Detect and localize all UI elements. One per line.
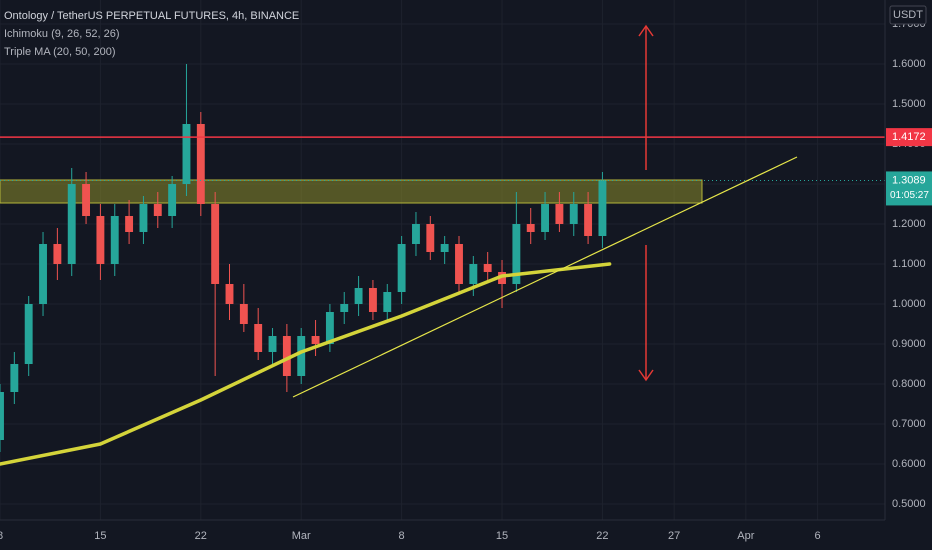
candle-body (469, 264, 478, 284)
trend-line (292, 156, 798, 398)
candle-body (254, 324, 263, 352)
candle-body (555, 204, 564, 224)
plot (0, 64, 885, 466)
candle-body (483, 264, 492, 272)
moving-average (0, 262, 612, 466)
candle-body (397, 244, 406, 292)
y-tick-label: 0.8000 (892, 378, 926, 390)
indicator-label: Triple MA (20, 50, 200) (4, 46, 115, 58)
y-tick-label: 0.7000 (892, 418, 926, 430)
candle-body (10, 364, 19, 392)
countdown-label: 01:05:27 (890, 190, 929, 201)
candle-body (368, 288, 377, 312)
y-tick-label: 0.6000 (892, 458, 926, 470)
price-axis (885, 0, 932, 550)
x-tick-label: 22 (195, 530, 207, 542)
price-line-label: 1.4172 (892, 131, 926, 143)
candle-body (512, 224, 521, 284)
x-tick-label: Mar (292, 530, 311, 542)
chart-title: Ontology / TetherUS PERPETUAL FUTURES, 4… (4, 10, 299, 22)
candle-body (569, 204, 578, 224)
time-axis (0, 520, 932, 550)
candle-body (168, 184, 177, 216)
candle-body (53, 244, 62, 264)
candle-body (39, 244, 47, 304)
candle-body (182, 124, 191, 184)
y-tick-label: 1.1000 (892, 258, 926, 270)
candle-body (153, 204, 162, 216)
candle-body (426, 224, 435, 252)
indicator-label: Ichimoku (9, 26, 52, 26) (4, 28, 120, 40)
candle-body (0, 392, 4, 440)
last-price-label: 1.3089 (892, 174, 926, 186)
x-tick-label: 8 (399, 530, 405, 542)
x-tick-label: 22 (596, 530, 608, 542)
candle-body (598, 180, 607, 236)
price-line-badge (886, 128, 932, 147)
candle-body (96, 216, 105, 264)
candle-body (311, 336, 320, 344)
y-tick-label: 1.0000 (892, 298, 926, 310)
candle-body (82, 184, 91, 216)
x-tick-label: 15 (94, 530, 106, 542)
candle-body (325, 312, 334, 344)
candle-body (354, 288, 363, 304)
x-tick-label: 27 (668, 530, 680, 542)
currency-badge[interactable] (889, 5, 927, 25)
resistance-zone (0, 179, 703, 204)
y-tick-label: 0.9000 (892, 338, 926, 350)
candle-body (526, 224, 535, 232)
candle-body (110, 216, 119, 264)
target-arrows (638, 24, 654, 382)
candle-body (383, 292, 392, 312)
candle-body (455, 244, 463, 284)
axes: 0.5000 0.6000 0.7000 0.8000 0.9000 1.0000 1.10… (0, 18, 932, 542)
y-tick-label: 1.5000 (892, 98, 926, 110)
candle-body (239, 304, 248, 324)
candle-body (541, 204, 550, 232)
y-tick-label: 0.5000 (892, 498, 926, 510)
x-tick-label: 15 (496, 530, 508, 542)
candle-body (498, 272, 506, 284)
candle-body (225, 284, 234, 304)
candle-body (282, 336, 291, 376)
candle-body (211, 204, 220, 284)
candle-body (584, 204, 593, 236)
candle-body (340, 304, 349, 312)
x-tick-label: 8 (0, 530, 3, 542)
candle-body (67, 184, 76, 264)
candle-body (268, 336, 277, 352)
x-tick-label: 6 (815, 530, 821, 542)
currency[interactable]: USDT (893, 9, 923, 21)
candle-body (196, 124, 205, 204)
candle-body (412, 224, 420, 244)
last-price-badge (886, 171, 932, 206)
candle-body (297, 336, 306, 376)
candle-body (139, 204, 148, 232)
y-tick-label: 1.2000 (892, 218, 926, 230)
y-tick-label: 1.6000 (892, 58, 926, 70)
candle-body (24, 304, 33, 364)
x-tick-label: Apr (737, 530, 754, 542)
candle-body (125, 216, 134, 232)
candle-body (440, 244, 449, 252)
